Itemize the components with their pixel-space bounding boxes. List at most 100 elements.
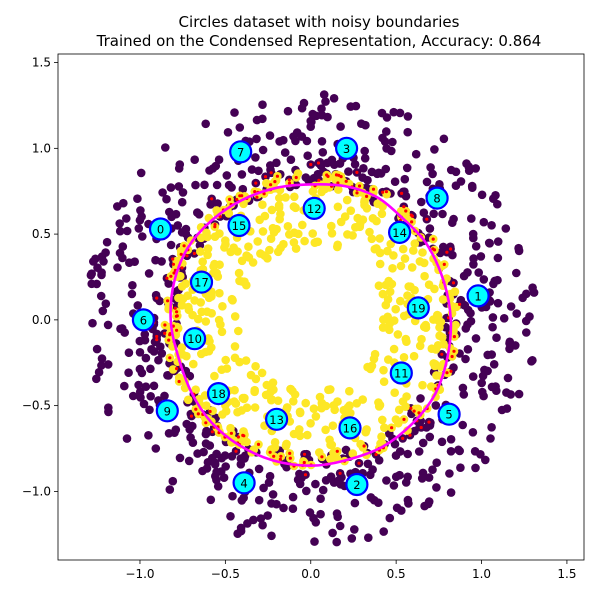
inner-point	[327, 221, 336, 231]
inner-point	[184, 305, 194, 315]
prototype-0: 0	[148, 217, 173, 241]
misclassified-point	[179, 252, 183, 256]
outer-point	[136, 168, 146, 178]
prototype-12: 12	[302, 196, 326, 220]
outer-point	[188, 421, 197, 431]
inner-point	[403, 426, 412, 435]
inner-point	[244, 242, 253, 251]
inner-point	[273, 247, 283, 257]
misclassified-point	[175, 310, 179, 314]
outer-point	[318, 148, 328, 157]
misclassified-point	[168, 356, 172, 360]
outer-point	[321, 97, 330, 106]
outer-point	[424, 499, 433, 509]
inner-point	[262, 380, 272, 390]
outer-point	[87, 269, 96, 279]
outer-point	[329, 94, 339, 103]
outer-point	[417, 197, 426, 207]
outer-point	[116, 324, 125, 334]
inner-point	[415, 341, 425, 351]
inner-point	[286, 384, 296, 394]
y-tick-label: −1.0	[22, 484, 51, 498]
outer-point	[141, 353, 151, 363]
inner-point	[303, 430, 312, 440]
inner-point	[402, 392, 411, 401]
inner-point	[248, 258, 258, 267]
inner-point	[238, 277, 247, 286]
outer-point	[237, 170, 247, 179]
inner-point	[379, 377, 389, 387]
misclassified-point	[419, 425, 423, 430]
outer-point	[122, 434, 132, 443]
outer-point	[319, 90, 329, 99]
outer-point	[212, 475, 221, 485]
misclassified-point	[256, 442, 261, 446]
inner-point	[235, 357, 244, 367]
prototype-8: 8	[425, 186, 449, 210]
misclassified-point	[254, 181, 258, 185]
outer-point	[188, 438, 198, 448]
outer-point	[499, 314, 509, 323]
misclassified-point	[272, 454, 276, 458]
outer-point	[144, 431, 153, 440]
outer-point	[265, 131, 275, 140]
inner-point	[197, 349, 206, 359]
inner-point	[417, 334, 426, 344]
outer-point	[318, 485, 328, 495]
outer-point	[335, 521, 345, 531]
misclassified-point	[174, 314, 178, 318]
outer-point	[136, 206, 145, 215]
outer-point	[258, 145, 268, 155]
outer-point	[297, 132, 307, 141]
outer-point	[97, 361, 106, 370]
inner-point	[203, 244, 213, 253]
outer-point	[252, 134, 261, 144]
prototype-marker	[437, 402, 461, 426]
outer-point	[414, 447, 424, 456]
outer-point	[382, 144, 391, 153]
outer-point	[411, 149, 421, 159]
outer-point	[464, 166, 474, 175]
outer-point	[344, 167, 353, 176]
outer-point	[493, 275, 502, 285]
outer-point	[113, 263, 122, 272]
inner-point	[313, 237, 323, 247]
misclassified-point	[450, 354, 454, 359]
outer-point	[374, 498, 383, 508]
inner-point	[346, 206, 356, 215]
outer-point	[323, 112, 332, 122]
inner-point	[324, 385, 333, 395]
outer-point	[210, 458, 220, 468]
misclassified-point	[335, 449, 339, 453]
outer-point	[403, 449, 413, 459]
outer-point	[167, 212, 176, 222]
outer-point	[174, 182, 184, 191]
outer-point	[238, 184, 248, 194]
outer-point	[487, 221, 496, 230]
outer-point	[489, 360, 499, 369]
prototype-label: 13	[269, 413, 284, 427]
misclassified-point	[427, 420, 431, 424]
outer-point	[477, 378, 487, 388]
outer-point	[403, 112, 413, 121]
outer-point	[240, 454, 249, 463]
prototype-label: 18	[211, 387, 226, 401]
prototype-marker	[338, 416, 362, 440]
outer-point	[432, 458, 442, 468]
prototype-marker	[388, 220, 412, 244]
inner-point	[321, 401, 331, 411]
inner-point	[181, 279, 190, 289]
outer-point	[418, 438, 428, 448]
outer-point	[163, 371, 172, 380]
misclassified-point	[410, 220, 414, 224]
outer-point	[363, 459, 373, 469]
inner-point	[203, 250, 212, 260]
outer-point	[481, 455, 490, 465]
outer-point	[104, 403, 113, 413]
misclassified-point	[302, 460, 306, 465]
outer-point	[368, 465, 377, 474]
outer-point	[501, 224, 511, 233]
inner-point	[404, 282, 414, 291]
inner-point	[327, 440, 337, 450]
outer-point	[425, 224, 435, 233]
